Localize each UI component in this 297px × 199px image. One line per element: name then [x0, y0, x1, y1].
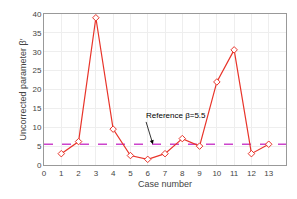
svg-text:10: 10: [32, 123, 41, 132]
svg-text:0: 0: [42, 169, 47, 178]
svg-text:5: 5: [128, 169, 133, 178]
svg-text:35: 35: [32, 29, 41, 38]
svg-text:11: 11: [230, 169, 239, 178]
svg-text:10: 10: [212, 169, 221, 178]
svg-text:40: 40: [32, 10, 41, 19]
svg-text:25: 25: [32, 66, 41, 75]
svg-text:Case number: Case number: [138, 179, 192, 189]
svg-text:13: 13: [264, 169, 273, 178]
svg-text:15: 15: [32, 104, 41, 113]
svg-text:4: 4: [111, 169, 116, 178]
svg-text:Reference β=5.5: Reference β=5.5: [146, 111, 206, 120]
svg-text:12: 12: [247, 169, 256, 178]
svg-text:Uncorrected parameter β′: Uncorrected parameter β′: [18, 38, 28, 140]
svg-text:1: 1: [59, 169, 64, 178]
svg-text:20: 20: [32, 85, 41, 94]
svg-text:7: 7: [163, 169, 168, 178]
svg-text:0: 0: [37, 161, 42, 170]
svg-text:6: 6: [145, 169, 150, 178]
svg-text:9: 9: [197, 169, 202, 178]
svg-text:5: 5: [37, 142, 42, 151]
svg-text:2: 2: [76, 169, 81, 178]
svg-text:30: 30: [32, 48, 41, 57]
svg-text:8: 8: [180, 169, 185, 178]
svg-text:3: 3: [94, 169, 99, 178]
